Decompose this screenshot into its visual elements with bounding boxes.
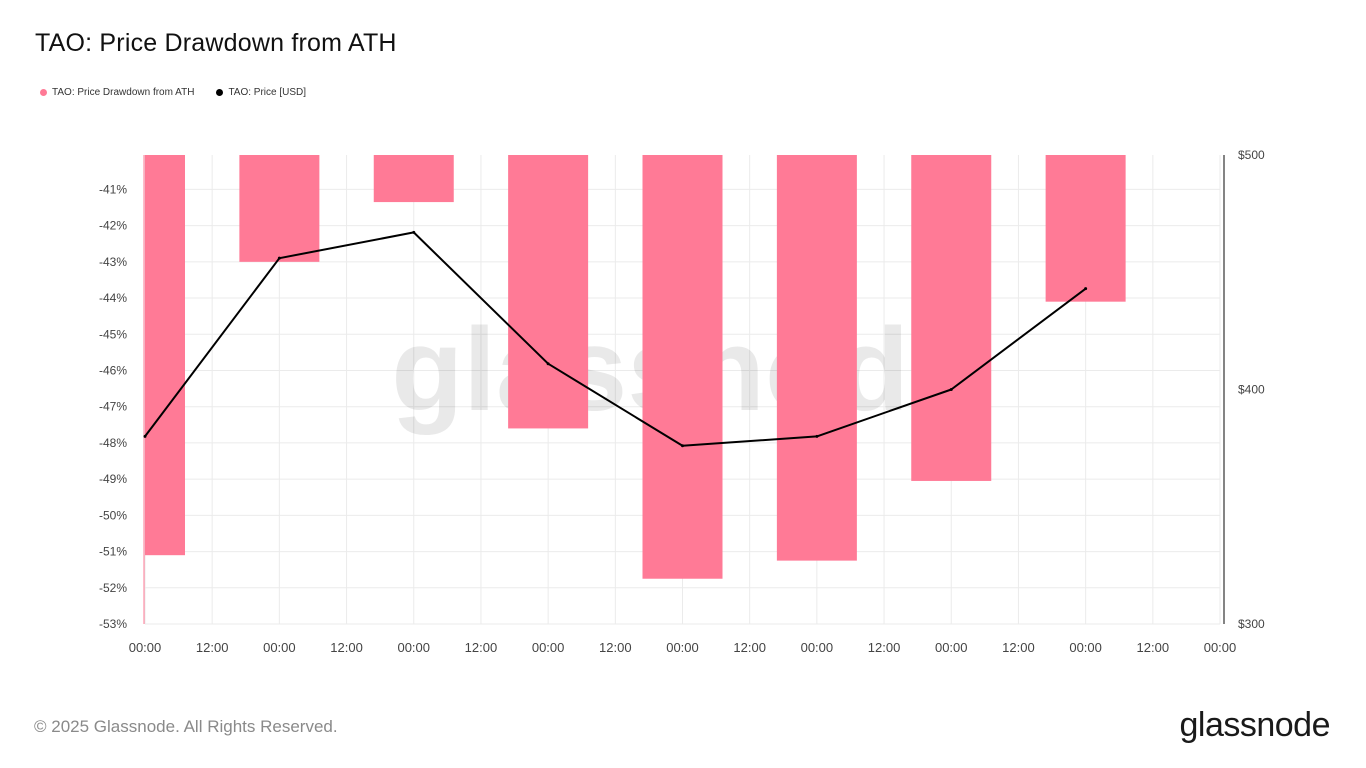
x-tick-label: 00:00: [666, 640, 699, 655]
drawdown-bar: [373, 155, 454, 203]
x-tick-label: 00:00: [1204, 640, 1237, 655]
drawdown-bar: [508, 155, 589, 429]
price-line: [144, 231, 1087, 447]
x-tick-label: 00:00: [129, 640, 162, 655]
x-tick-label: 00:00: [801, 640, 834, 655]
x-tick-label: 12:00: [196, 640, 229, 655]
legend-item-drawdown[interactable]: TAO: Price Drawdown from ATH: [40, 87, 194, 98]
drawdown-bar: [642, 155, 723, 579]
price-point: [546, 362, 550, 366]
legend-label-drawdown: TAO: Price Drawdown from ATH: [52, 87, 195, 98]
line-series: [143, 230, 1088, 448]
y-left-tick-label: -48%: [99, 436, 127, 450]
y-left-tick-label: -41%: [99, 182, 127, 196]
price-point: [949, 388, 953, 391]
y-left-tick-label: -49%: [99, 472, 127, 486]
y-left-tick-label: -52%: [99, 581, 127, 595]
y-right-tick-label: $500: [1238, 148, 1265, 162]
drawdown-bar: [776, 155, 857, 561]
y-left-tick-label: -51%: [99, 545, 127, 559]
price-point: [681, 444, 684, 448]
x-tick-label: 00:00: [263, 640, 296, 655]
x-tick-label: 12:00: [1002, 640, 1035, 655]
y-right-tick-label: $400: [1238, 383, 1265, 397]
x-tick-label: 00:00: [532, 640, 565, 655]
tick-labels: -41% -42% -43% -44% -45% -46% -47% -48% -49% -50%…: [99, 148, 1265, 655]
price-point: [815, 434, 819, 438]
glassnode-logo: glassnode: [1179, 706, 1330, 744]
price-point: [1084, 287, 1088, 291]
chart-title: TAO: Price Drawdown from ATH: [35, 29, 397, 57]
y-left-tick-label: -42%: [99, 219, 127, 233]
drawdown-bar: [239, 155, 320, 262]
x-tick-label: 12:00: [465, 640, 498, 655]
copyright-text: © 2025 Glassnode. All Rights Reserved.: [34, 717, 338, 736]
x-tick-label: 00:00: [935, 640, 968, 655]
y-left-tick-label: -47%: [99, 400, 127, 414]
y-left-tick-label: -43%: [99, 255, 127, 269]
drawdown-bar: [911, 155, 992, 481]
y-left-tick-label: -53%: [99, 617, 127, 631]
bar-series: [143, 155, 1126, 624]
x-tick-label: 00:00: [397, 640, 430, 655]
x-tick-label: 12:00: [868, 640, 901, 655]
legend-item-price[interactable]: TAO: Price [USD]: [216, 87, 306, 98]
legend-marker-price: [216, 89, 224, 96]
legend: TAO: Price Drawdown from ATH TAO: Price …: [40, 87, 306, 98]
y-left-tick-label: -44%: [99, 291, 127, 305]
x-tick-label: 00:00: [1069, 640, 1102, 655]
legend-marker-drawdown: [40, 89, 47, 96]
price-point: [143, 434, 147, 438]
x-tick-label: 12:00: [1137, 640, 1170, 655]
y-right-tick-label: $300: [1238, 617, 1265, 631]
x-tick-label: 12:00: [330, 640, 363, 655]
drawdown-bar: [145, 155, 185, 556]
price-point: [412, 230, 416, 234]
y-left-tick-label: -50%: [99, 508, 127, 522]
x-tick-label: 12:00: [733, 640, 766, 655]
drawdown-bar: [1045, 155, 1126, 302]
y-left-tick-label: -46%: [99, 363, 127, 377]
legend-label-price: TAO: Price [USD]: [228, 87, 307, 98]
price-point: [277, 256, 281, 260]
y-left-tick-label: -45%: [99, 327, 127, 341]
x-tick-label: 12:00: [599, 640, 632, 655]
